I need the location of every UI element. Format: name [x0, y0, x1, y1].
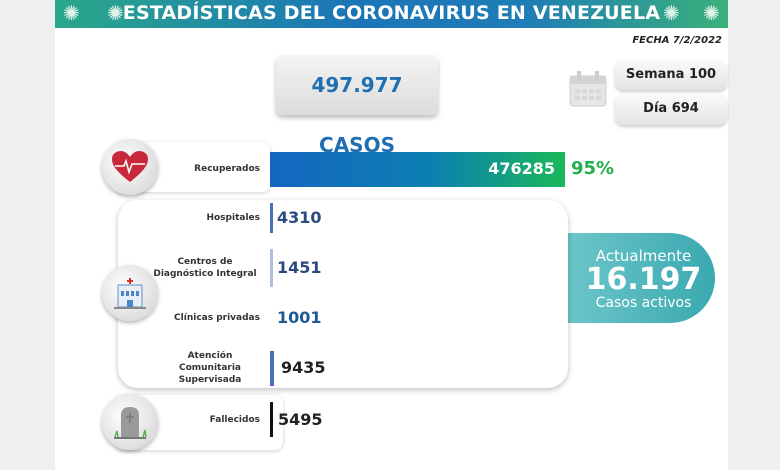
calendar-icon — [568, 70, 608, 108]
care-label-line: Comunitaria — [178, 363, 242, 373]
active-label: Actualmente — [595, 247, 692, 265]
care-label-line: Atención — [187, 351, 233, 361]
recovered-bar: 476285 — [270, 152, 565, 187]
care-label: Centros de Diagnóstico Integral — [150, 256, 260, 280]
care-label-line: Hospitales — [206, 213, 260, 223]
care-label-line: Diagnóstico Integral — [153, 269, 257, 279]
recovered-percent: 95% — [571, 158, 615, 179]
recovered-value: 476285 — [488, 159, 555, 178]
care-label-line: Clínicas privadas — [174, 313, 260, 323]
active-sublabel: Casos activos — [595, 295, 692, 311]
virus-icon: ✺ — [663, 1, 680, 25]
active-cases-badge: Actualmente 16.197 Casos activos — [560, 233, 715, 323]
care-value: 1451 — [277, 258, 322, 277]
virus-icon: ✺ — [703, 1, 720, 25]
deaths-value: 5495 — [278, 410, 323, 429]
care-panel — [118, 200, 568, 388]
hospital-icon — [102, 265, 158, 321]
page-title: ESTADÍSTICAS DEL CORONAVIRUS EN VENEZUEL… — [122, 2, 661, 24]
active-value: 16.197 — [585, 262, 702, 297]
report-date: FECHA 7/2/2022 — [632, 35, 722, 46]
care-value: 9435 — [281, 358, 326, 377]
care-label-line: Supervisada — [178, 375, 242, 385]
care-bar — [270, 350, 274, 386]
care-label: Atención Comunitaria Supervisada — [170, 350, 250, 386]
virus-icon: ✺ — [63, 1, 80, 25]
care-value: 4310 — [277, 208, 322, 227]
care-label: Hospitales — [150, 212, 260, 224]
care-label-line: Centros de — [177, 257, 233, 267]
deaths-label: Fallecidos — [209, 415, 260, 425]
day-badge: Día 694 — [615, 94, 727, 125]
care-bar — [270, 249, 273, 287]
heart-icon — [102, 139, 158, 195]
header-banner: ✺ ✺ ESTADÍSTICAS DEL CORONAVIRUS EN VENE… — [55, 0, 728, 28]
care-value: 1001 — [277, 308, 322, 327]
tombstone-icon — [102, 394, 158, 450]
care-bar — [270, 203, 273, 233]
virus-icon: ✺ — [107, 1, 124, 25]
week-badge: Semana 100 — [615, 60, 727, 90]
care-label: Clínicas privadas — [150, 312, 260, 324]
recovered-label: Recuperados — [194, 164, 260, 174]
total-cases: 497.977 CASOS — [276, 55, 438, 157]
deaths-bar — [270, 402, 273, 437]
